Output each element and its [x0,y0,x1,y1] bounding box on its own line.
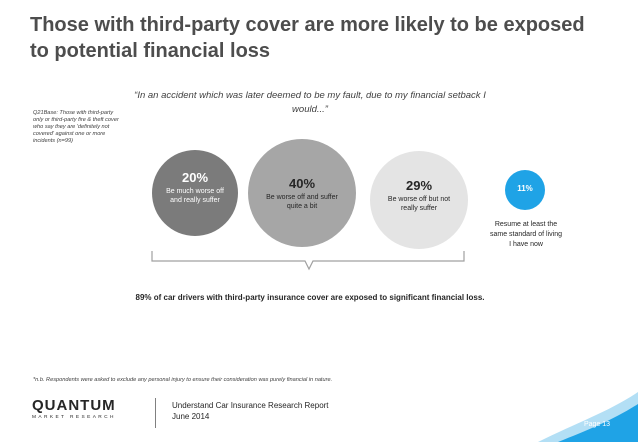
quantum-logo: QUANTUM MARKET RESEARCH [32,397,116,421]
grouping-brace [151,251,465,271]
corner-decoration [538,392,638,442]
bubble-worse-off: 40% Be worse off and suffer quite a bit [248,139,356,247]
value-label-worse-not-suffer: 29% [405,178,433,193]
category-label-worse-off: Be worse off and suffer quite a bit [266,194,338,210]
logo-wordmark: QUANTUM [32,397,116,414]
bubble-resume-standard: 11% [505,170,545,210]
logo-subtitle: MARKET RESEARCH [32,415,116,420]
category-label-much-worse: Be much worse off and really suffer [166,188,224,204]
value-label-much-worse: 20% [181,170,209,185]
summary-statement: 89% of car drivers with third-party insu… [135,293,485,302]
value-label-worse-off: 40% [288,176,316,191]
page-number: Page 13 [584,421,611,428]
category-label-worse-not-suffer: Be worse off but not really suffer [387,196,451,212]
footnote: *n.b. Respondents were asked to exclude … [33,377,333,383]
category-label-resume-standard: Resume at least the same standard of liv… [490,221,562,248]
report-title: Understand Car Insurance Research Report [172,401,329,410]
footer-divider [155,398,156,428]
slide-title: Those with third-party cover are more li… [30,14,585,62]
report-info: Understand Car Insurance Research Report… [172,400,329,422]
bubble-much-worse: 20% Be much worse off and really suffer [152,150,238,236]
base-note: Q21Base: Those with third-party only or … [33,110,119,144]
report-date: June 2014 [172,412,210,421]
survey-question-quote: “In an accident which was later deemed t… [134,90,486,115]
bubble-worse-not-suffer: 29% Be worse off but not really suffer [370,151,468,249]
value-label-resume-standard: 11% [517,184,533,193]
